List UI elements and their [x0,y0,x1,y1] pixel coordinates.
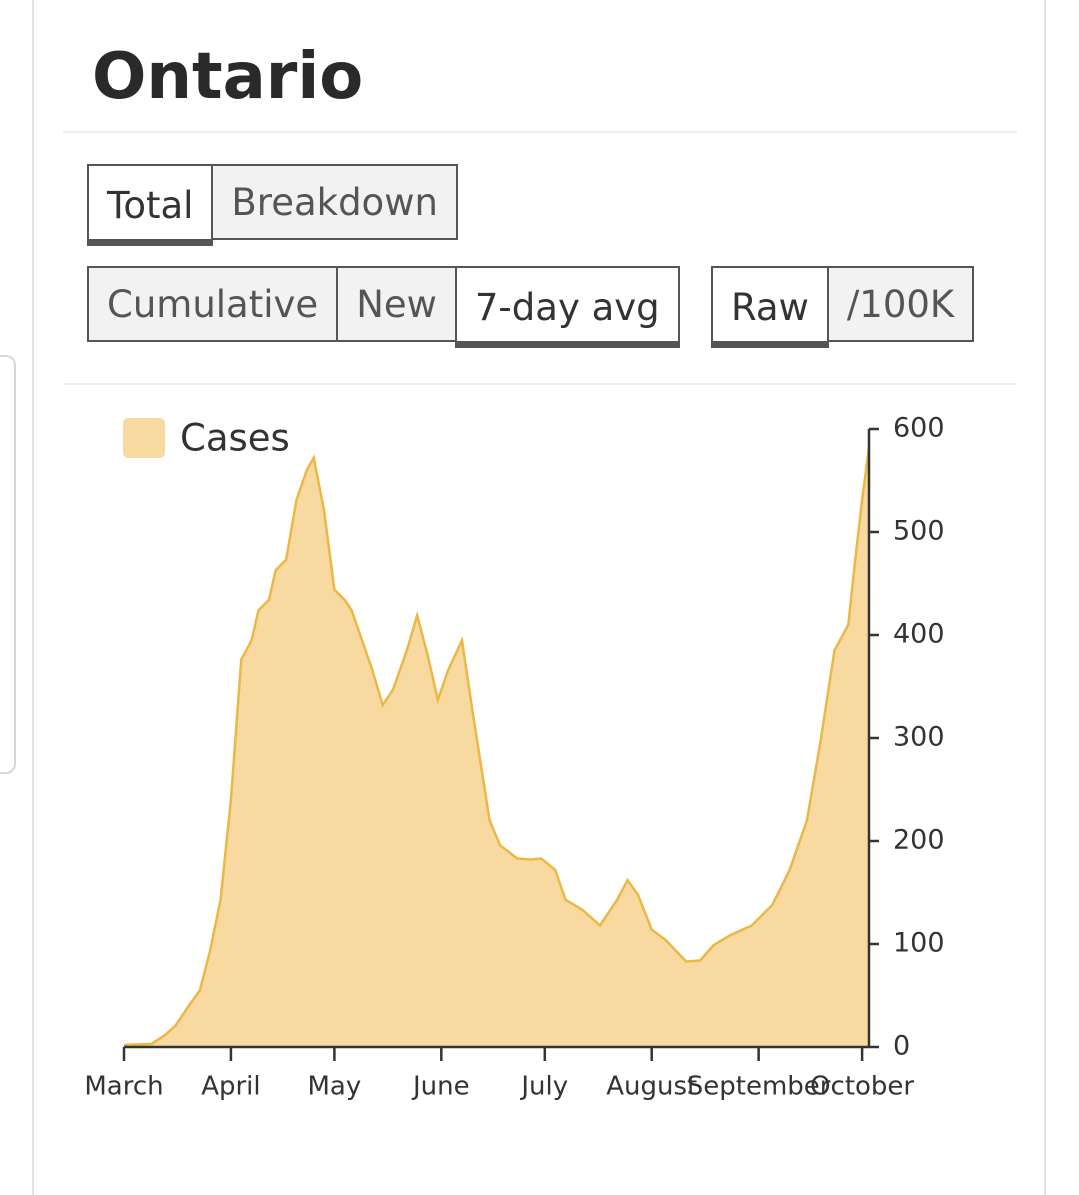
view-toggle: Total Breakdown [87,164,458,246]
card [32,0,1046,1195]
chart: 0 100 200 300 400 500 600 March April May June July… [84,413,945,1102]
divider [63,383,1017,385]
x-tick-label: October [810,1072,914,1102]
y-tick-label: 0 [893,1031,910,1062]
measure-toggle: Cumulative New 7-day avg [87,266,680,348]
x-tick-label: April [201,1072,260,1102]
y-tick-label: 400 [893,619,945,650]
side-handle [0,355,16,774]
y-tick-label: 500 [893,516,945,547]
title: Ontario [92,40,364,114]
legend-swatch [123,418,165,458]
y-tick-label: 100 [893,928,945,959]
toggle-button[interactable]: Breakdown [211,164,458,240]
toggle-button[interactable]: /100K [826,266,975,342]
y-tick-label: 200 [893,825,945,856]
scale-toggle: Raw/100K [711,266,975,348]
x-tick-label: August [606,1072,697,1102]
toggle-button[interactable]: New [336,266,457,342]
x-tick-label: September [687,1072,831,1102]
toggle-button[interactable]: Raw [711,266,829,348]
x-tick-label: June [411,1072,470,1102]
toggle-button[interactable]: Total [87,164,214,246]
toggle-button[interactable]: Cumulative [87,266,339,342]
x-tick-label: July [519,1072,568,1102]
area [124,447,869,1047]
legend-label: Cases [180,417,290,460]
toggle-button[interactable]: 7-day avg [454,266,680,348]
y-tick-label: 600 [893,413,945,444]
x-tick-label: May [308,1072,362,1102]
x-tick-label: March [84,1072,163,1102]
line [123,447,871,1047]
divider [63,131,1017,133]
y-tick-label: 300 [893,722,945,753]
